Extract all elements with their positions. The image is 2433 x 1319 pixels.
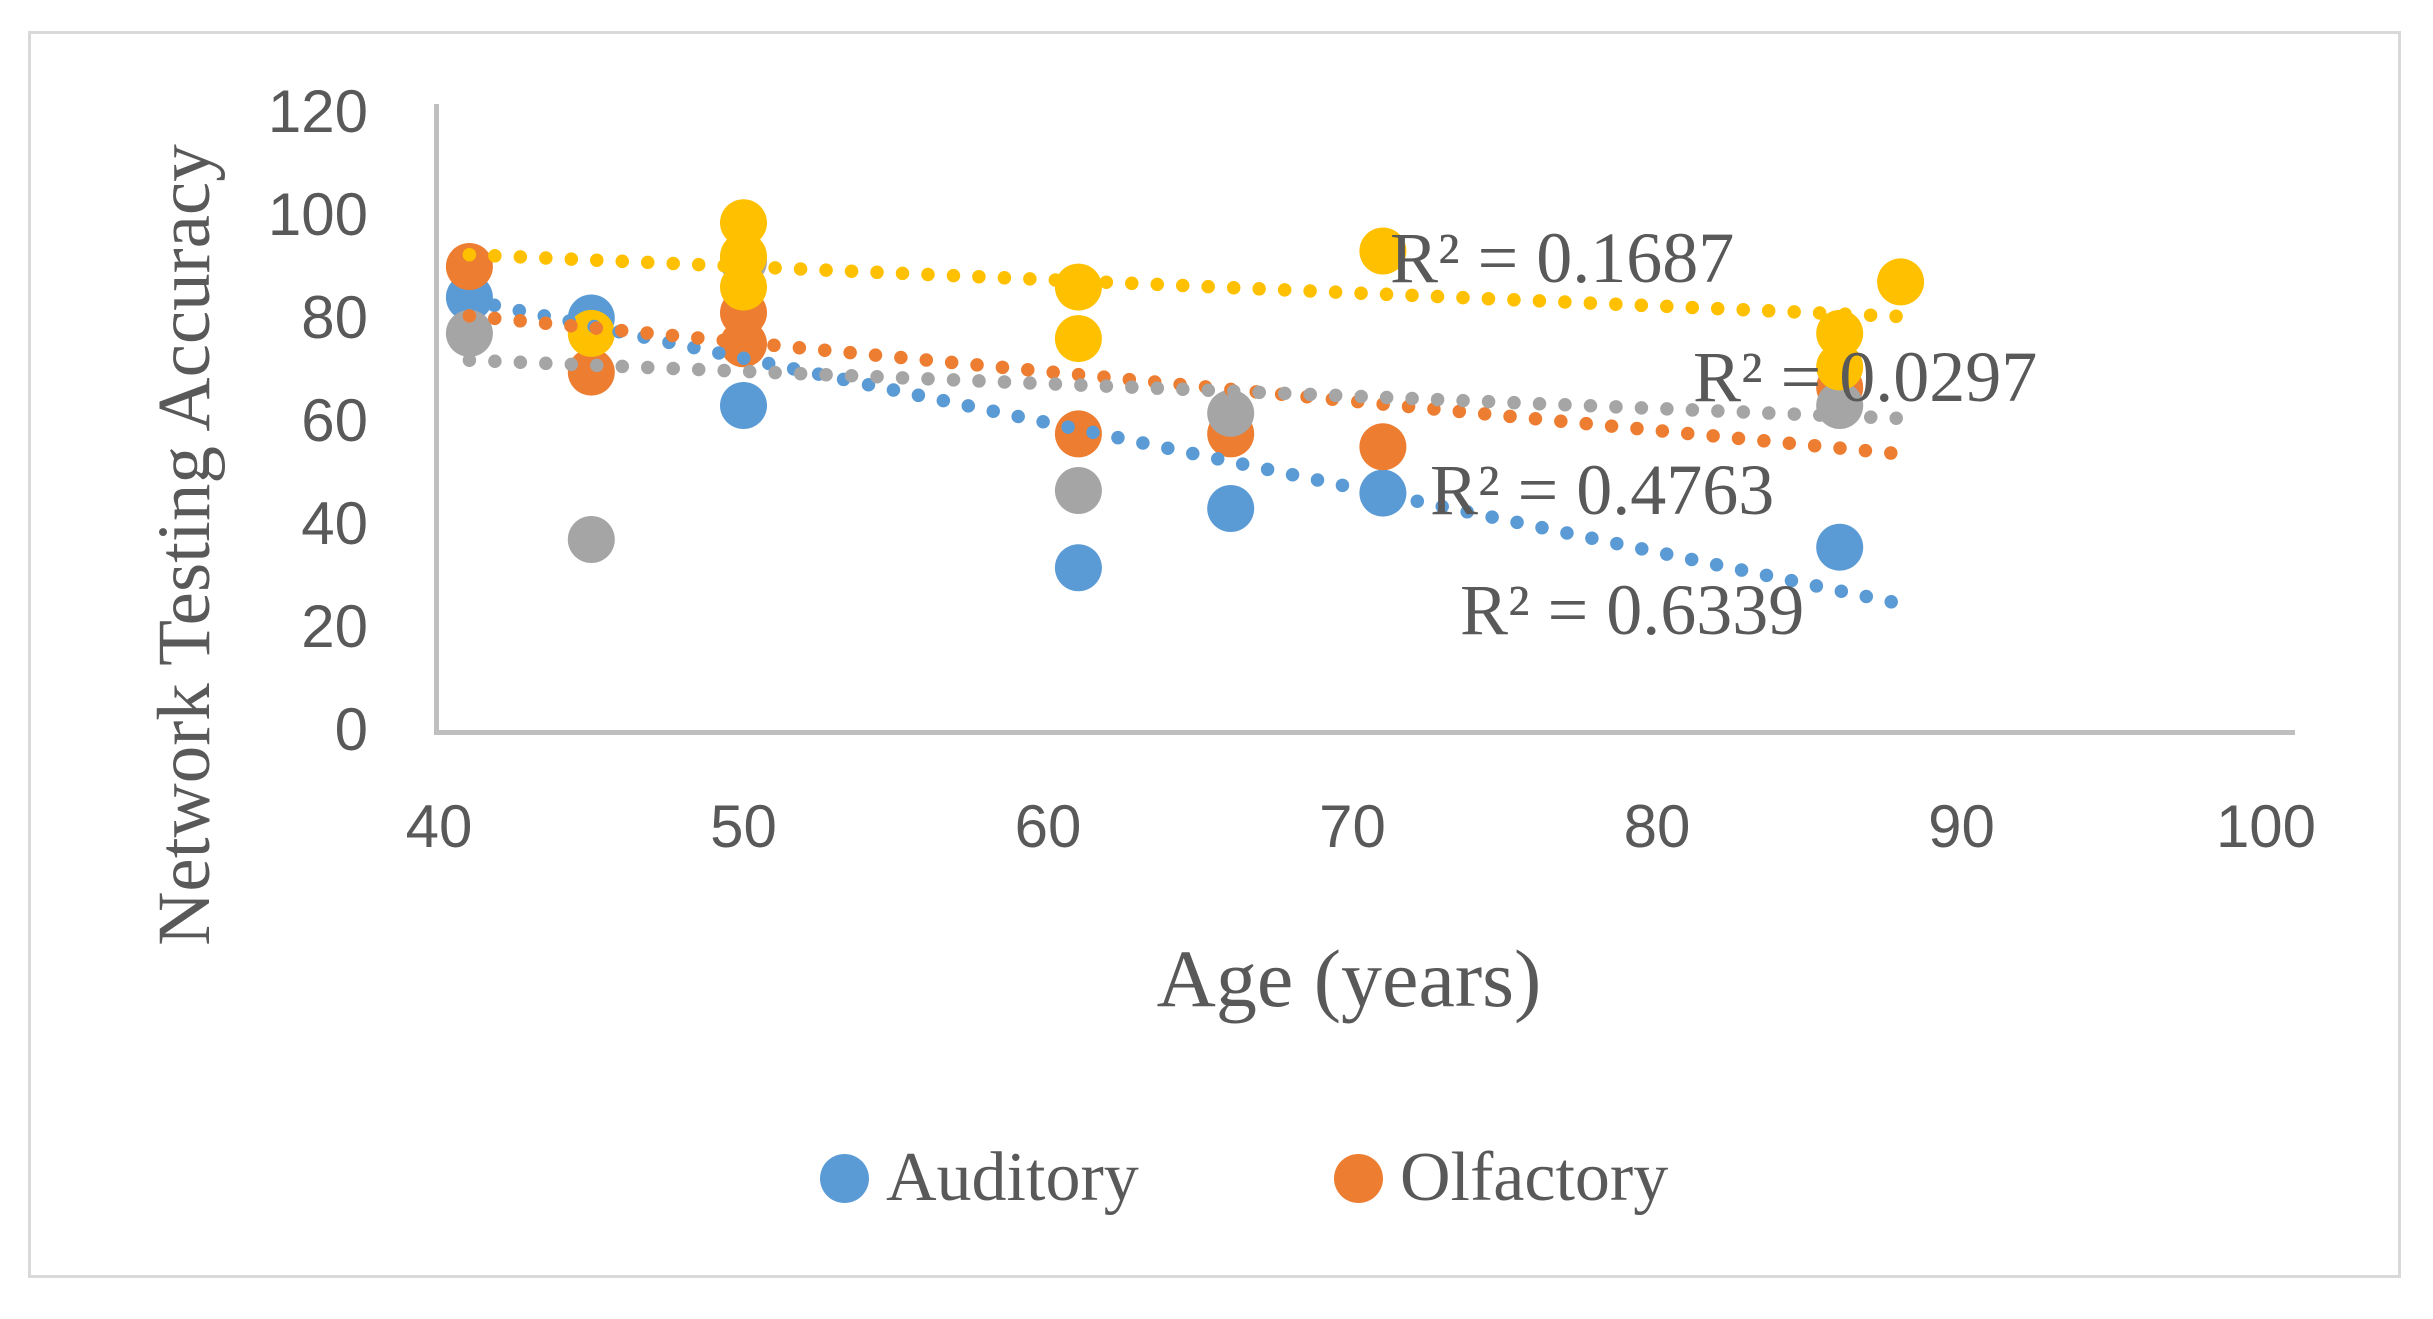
trendline-series1 xyxy=(462,293,1908,611)
legend-label-auditory: Auditory xyxy=(886,1139,1139,1216)
data-point-series1 xyxy=(720,382,767,429)
auditory-legend-marker-icon xyxy=(820,1153,869,1203)
olfactory-legend-marker-icon xyxy=(1334,1153,1383,1203)
data-point-series4 xyxy=(720,263,767,311)
y-tick-label: 100 xyxy=(267,181,368,248)
data-point-series4 xyxy=(720,199,767,247)
data-point-series1 xyxy=(1816,523,1864,571)
y-tick-label: 0 xyxy=(334,696,368,763)
data-point-series2 xyxy=(567,348,615,396)
legend-label-olfactory: Olfactory xyxy=(1400,1139,1669,1216)
data-point-series4 xyxy=(1816,309,1864,357)
x-tick-label: 90 xyxy=(1928,793,1995,860)
y-tick-label: 40 xyxy=(301,490,368,557)
trendline-series3 xyxy=(462,353,1908,426)
data-point-series3 xyxy=(567,516,615,563)
x-axis-title: Age (years) xyxy=(1156,933,1542,1024)
data-point-series1 xyxy=(1359,469,1407,517)
r2-label-series3: R² = 0.0297 xyxy=(1693,337,2038,417)
legend-item-olfactory: Olfactory xyxy=(1334,1143,1668,1213)
x-tick-label: 70 xyxy=(1319,793,1386,860)
data-point-series3 xyxy=(1207,389,1255,437)
data-point-series3 xyxy=(1054,467,1102,514)
data-point-series1 xyxy=(1207,485,1255,532)
data-point-series4 xyxy=(567,309,615,357)
x-tick-label: 60 xyxy=(1014,793,1082,860)
y-tick-label: 20 xyxy=(301,593,368,660)
data-point-series4 xyxy=(1816,343,1864,391)
x-tick-label: 100 xyxy=(2215,793,2317,860)
data-point-series2 xyxy=(445,243,493,290)
y-tick-label: 120 xyxy=(267,78,368,145)
data-point-series2 xyxy=(1359,423,1407,471)
chart-outer-border xyxy=(28,31,2401,1278)
y-tick-label: 80 xyxy=(301,284,368,351)
r2-label-series2: R² = 0.4763 xyxy=(1430,450,1775,530)
legend-item-auditory: Auditory xyxy=(820,1143,1139,1213)
r2-label-series4: R² = 0.1687 xyxy=(1390,218,1735,298)
y-axis-line xyxy=(434,104,439,735)
x-tick-label: 50 xyxy=(710,793,777,860)
x-tick-label: 40 xyxy=(405,793,473,860)
data-point-series4 xyxy=(1877,258,1925,306)
y-tick-label: 60 xyxy=(301,387,368,454)
data-point-series1 xyxy=(1054,544,1102,592)
data-point-series3 xyxy=(445,309,493,357)
x-axis-line xyxy=(434,730,2295,735)
data-point-series4 xyxy=(1054,315,1102,363)
data-point-series4 xyxy=(1359,227,1407,275)
r2-label-series1: R² = 0.6339 xyxy=(1460,570,1805,650)
y-axis-title: Network Testing Accuracy xyxy=(143,144,226,946)
trendline-series4 xyxy=(462,247,1908,324)
x-tick-label: 80 xyxy=(1623,793,1691,860)
